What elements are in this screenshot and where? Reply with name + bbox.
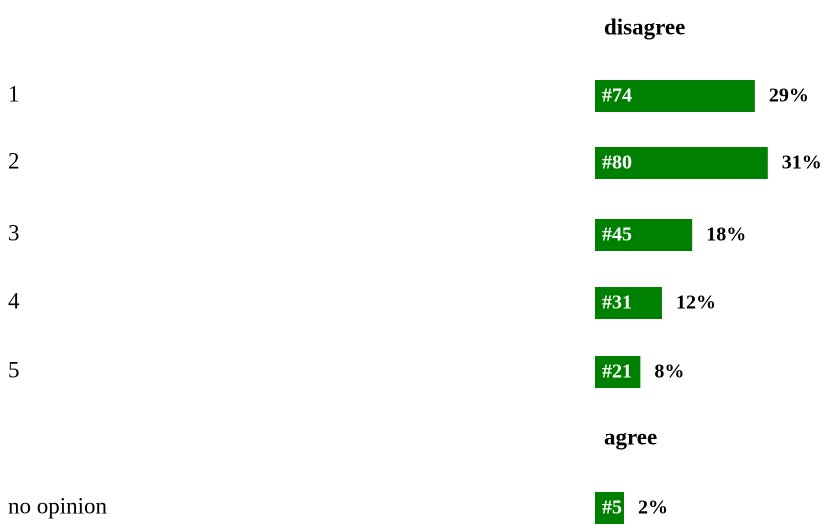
category-label: 2	[8, 148, 20, 173]
bar-label: #31	[602, 292, 632, 314]
bar-label: #21	[602, 361, 632, 383]
scale-high-label: agree	[604, 424, 657, 449]
bar	[595, 147, 768, 179]
category-label: 3	[8, 220, 20, 245]
category-label: 5	[8, 357, 20, 382]
bar-label: #45	[602, 224, 632, 246]
bar-label: #74	[602, 85, 632, 107]
bar	[595, 492, 624, 524]
percent-label: 18%	[706, 224, 746, 246]
bar-label: #5	[602, 497, 622, 519]
bar-label: #80	[602, 152, 632, 174]
bar	[595, 287, 662, 319]
percent-label: 31%	[782, 152, 822, 174]
percent-label: 29%	[769, 85, 809, 107]
percent-label: 12%	[676, 292, 716, 314]
category-label: 4	[8, 288, 20, 313]
bar	[595, 80, 755, 112]
bar	[595, 356, 641, 388]
percent-label: 2%	[638, 497, 668, 519]
category-label: 1	[8, 81, 20, 106]
category-label: no opinion	[8, 493, 108, 518]
bar	[595, 219, 693, 251]
scale-low-label: disagree	[604, 14, 685, 39]
percent-label: 8%	[654, 361, 684, 383]
